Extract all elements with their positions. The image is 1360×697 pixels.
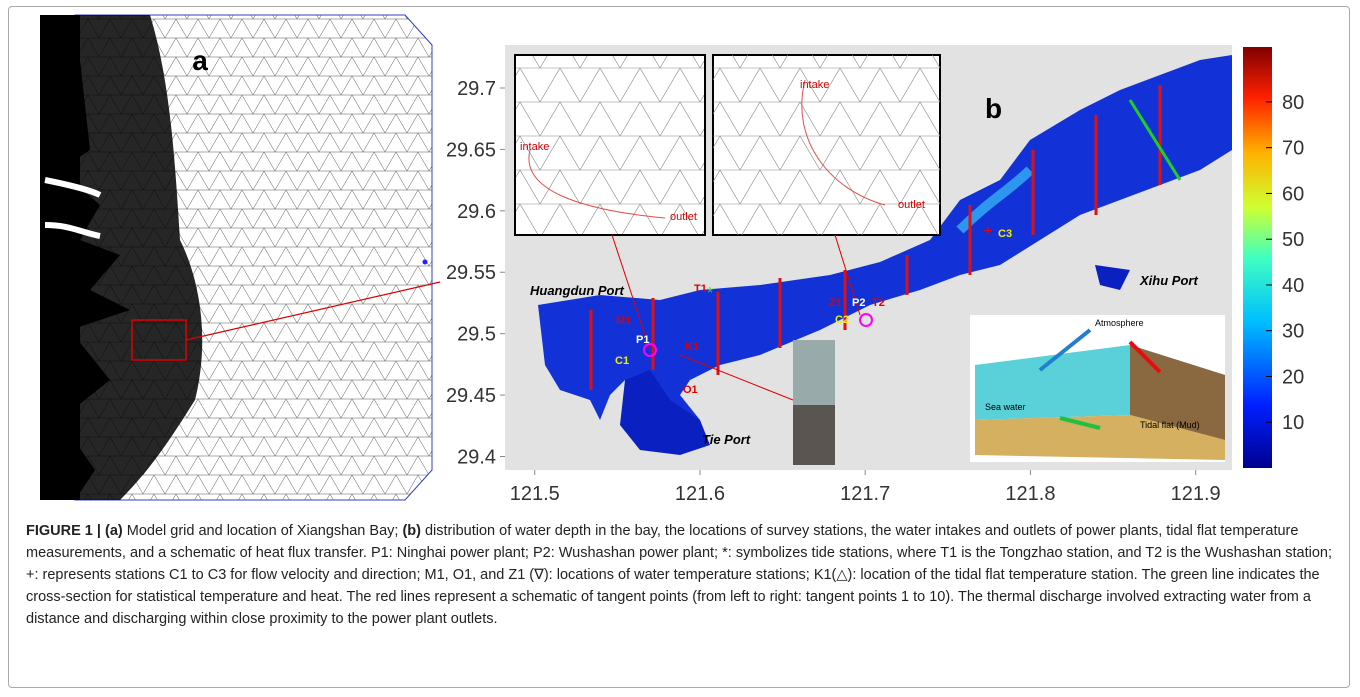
- caption: FIGURE 1 | (a) Model grid and location o…: [26, 520, 1336, 630]
- schematic-label: Tidal flat (Mud): [1140, 420, 1200, 430]
- panel-a: a: [40, 15, 440, 500]
- x-tick-label: 121.5: [510, 483, 560, 505]
- y-tick-label: 29.45: [446, 385, 496, 407]
- station-label: T1: [694, 283, 707, 295]
- place-label: Xihu Port: [1139, 273, 1198, 288]
- caption-marker: (a): [105, 523, 123, 539]
- schematic-label: Atmosphere: [1095, 318, 1144, 328]
- colorbar-tick-label: 40: [1282, 275, 1304, 297]
- station-label: K1: [685, 341, 699, 353]
- place-label: Huangdun Port: [530, 283, 625, 298]
- station-label: O1: [683, 384, 698, 396]
- current-marker: +: [983, 223, 992, 240]
- caption-text: Model grid and location of Xiangshan Bay…: [123, 523, 403, 539]
- colorbar: [1243, 47, 1272, 468]
- colorbar-tick-label: 10: [1282, 412, 1304, 434]
- colorbar-tick-label: 50: [1282, 229, 1304, 251]
- schematic-label: Sea water: [985, 402, 1026, 412]
- caption-marker: (b): [402, 523, 421, 539]
- panel-label: a: [192, 45, 208, 76]
- x-tick-label: 121.8: [1005, 483, 1055, 505]
- station-label: P2: [852, 297, 865, 309]
- x-tick-label: 121.6: [675, 483, 725, 505]
- station-label: C1: [615, 355, 629, 367]
- figure: a Atmosphere Sea water Tidal flat (Mud) …: [0, 0, 1360, 697]
- boundary-point: [423, 260, 428, 265]
- station-label: M1: [616, 315, 631, 327]
- colorbar-tick-label: 80: [1282, 92, 1304, 114]
- caption-label: FIGURE 1 |: [26, 523, 105, 539]
- x-tick-label: 121.7: [840, 483, 890, 505]
- y-tick-label: 29.65: [446, 139, 496, 161]
- y-tick-label: 29.55: [446, 262, 496, 284]
- colorbar-tick-label: 70: [1282, 138, 1304, 160]
- inset-label: intake: [800, 79, 829, 91]
- station-label: Z1: [829, 297, 842, 309]
- colorbar-tick-label: 60: [1282, 183, 1304, 205]
- y-tick-label: 29.4: [457, 446, 496, 468]
- x-tick-label: 121.9: [1171, 483, 1221, 505]
- inset-label: outlet: [898, 199, 925, 211]
- place-label: Tie Port: [702, 432, 751, 447]
- station-label: T2: [872, 297, 885, 309]
- station-label: C2: [835, 314, 849, 326]
- colorbar-tick-label: 30: [1282, 321, 1304, 343]
- y-tick-label: 29.7: [457, 78, 496, 100]
- figure-graphics: a Atmosphere Sea water Tidal flat (Mud) …: [0, 0, 1360, 520]
- photo-ground: [793, 405, 835, 465]
- panel-label: b: [985, 93, 1002, 124]
- station-label: C3: [998, 228, 1012, 240]
- y-tick-label: 29.6: [457, 201, 496, 223]
- inset-label: outlet: [670, 211, 697, 223]
- tide-marker: *: [707, 285, 713, 302]
- panel-b: Atmosphere Sea water Tidal flat (Mud) in…: [505, 45, 1272, 470]
- colorbar-tick-label: 20: [1282, 366, 1304, 388]
- y-tick-label: 29.5: [457, 324, 496, 346]
- inset-label: intake: [520, 141, 549, 153]
